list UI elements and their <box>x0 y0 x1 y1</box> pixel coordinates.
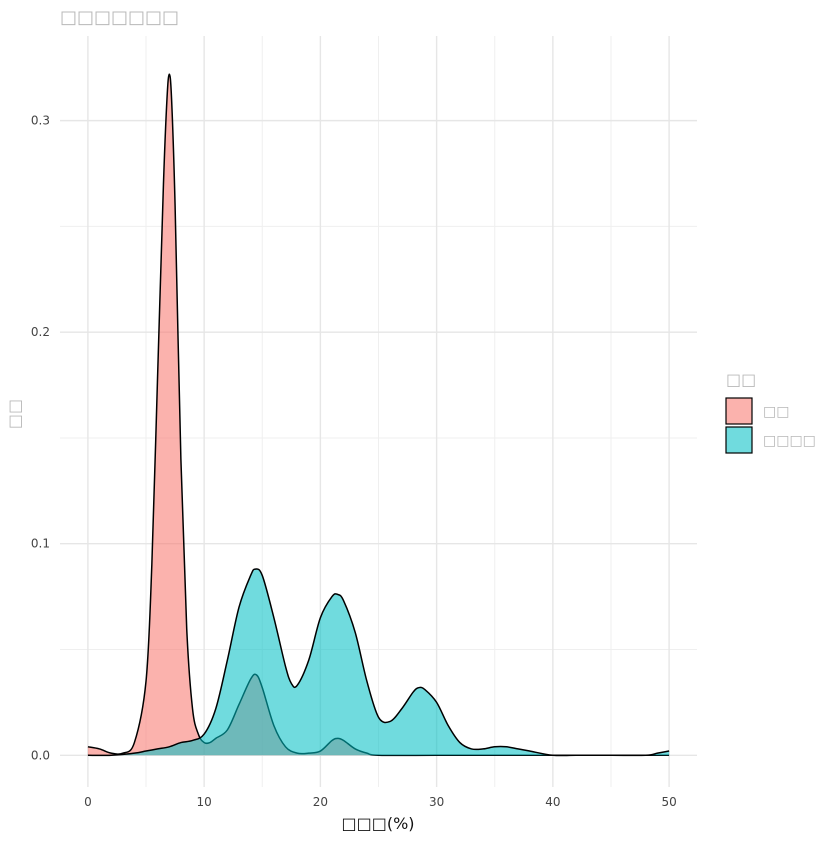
y-tick-label: 0.3 <box>31 114 50 128</box>
series-layer <box>87 73 670 757</box>
y-tick-label: 0.1 <box>31 537 50 551</box>
x-tick-label: 0 <box>84 795 92 809</box>
x-tick-label: 30 <box>429 795 444 809</box>
legend-label-series-2: □□□□ <box>763 433 816 449</box>
legend-items: □□□□□□ <box>725 397 816 454</box>
x-axis-title: □□□(%) <box>341 814 414 833</box>
x-tick-label: 40 <box>545 795 560 809</box>
legend-title: □□ <box>726 370 756 389</box>
legend: □□ □□□□□□ <box>725 370 816 454</box>
y-axis-title: □□ <box>5 399 24 429</box>
x-tick-label: 50 <box>661 795 676 809</box>
legend-label-series-1: □□ <box>763 404 789 420</box>
density-area-series-2 <box>87 568 670 756</box>
y-tick-label: 0.0 <box>31 748 50 762</box>
axis-layer: 0 10 20 30 40 50 0.0 0.1 0.2 0.3 <box>31 114 677 809</box>
x-tick-label: 10 <box>196 795 211 809</box>
x-tick-label: 20 <box>313 795 328 809</box>
legend-key-series-2 <box>725 426 753 454</box>
chart-title: □□□□□□□ <box>60 7 179 28</box>
y-tick-label: 0.2 <box>31 325 50 339</box>
legend-key-series-1 <box>725 397 753 425</box>
density-outline-series-2 <box>87 568 670 757</box>
